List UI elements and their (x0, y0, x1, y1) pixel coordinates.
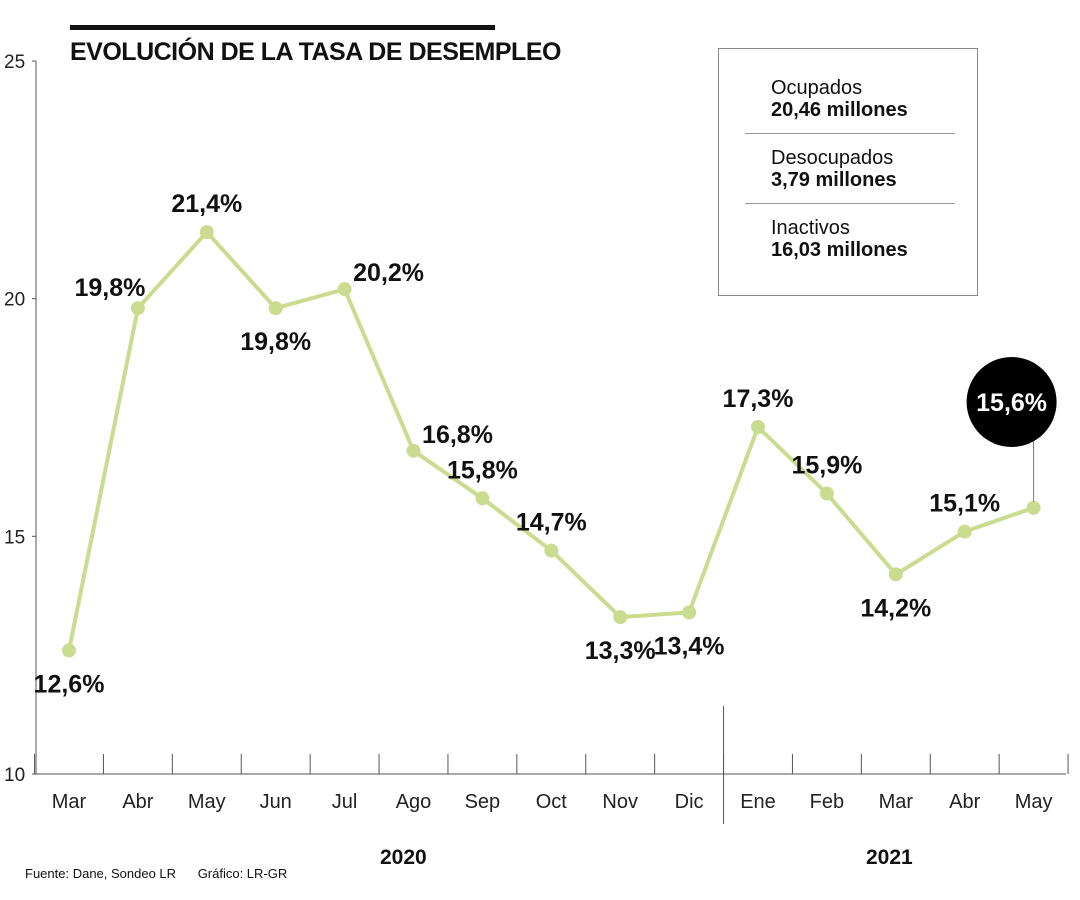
data-point (751, 420, 765, 435)
data-label: 15,8% (447, 456, 518, 484)
data-point (62, 643, 76, 658)
x-tick-label: Abr (122, 791, 153, 813)
x-tick-label: Nov (602, 791, 638, 813)
stats-value: 3,79 millones (771, 169, 897, 191)
source-note: Fuente: Dane, Sondeo LR Gráfico: LR-GR (25, 866, 287, 881)
x-tick-label: May (188, 791, 226, 813)
data-label: 16,8% (422, 421, 493, 449)
data-point (1026, 500, 1041, 515)
data-label: 13,3% (585, 637, 656, 665)
data-label: 15,9% (791, 452, 862, 480)
data-label: 17,3% (723, 385, 794, 413)
y-tick-label: 10 (4, 765, 25, 786)
data-label: 19,8% (74, 274, 145, 302)
data-point (475, 491, 490, 506)
stats-item-inactivos: Inactivos 16,03 millones (771, 217, 908, 261)
x-tick-label: Ago (396, 791, 432, 813)
x-tick-label: Jun (260, 791, 292, 813)
x-tick-label: Oct (536, 791, 568, 813)
data-point (268, 301, 283, 316)
x-tick-label: Ene (740, 791, 776, 813)
data-point (682, 605, 697, 620)
x-tick-label: Jul (332, 791, 358, 813)
data-point (199, 225, 214, 240)
y-tick-label: 15 (4, 527, 25, 548)
y-tick-label: 25 (4, 52, 25, 73)
data-point (406, 443, 421, 458)
data-point (888, 567, 903, 582)
stats-item-ocupados: Ocupados 20,46 millones (771, 77, 908, 121)
data-point (613, 610, 628, 625)
chart-title: EVOLUCIÓN DE LA TASA DE DESEMPLEO (70, 38, 561, 66)
data-point (957, 524, 972, 539)
data-label: 12,6% (34, 670, 105, 698)
x-tick-label: Abr (949, 791, 980, 813)
stats-label: Desocupados (771, 147, 894, 169)
stats-item-desocupados: Desocupados 3,79 millones (771, 147, 897, 191)
data-label: 15,6% (976, 389, 1047, 417)
data-point (819, 486, 834, 501)
stats-value: 20,46 millones (771, 99, 908, 121)
credit-text: Gráfico: LR-GR (197, 866, 288, 881)
year-label-2020: 2020 (380, 846, 427, 869)
data-label: 14,7% (516, 509, 587, 537)
x-tick-label: Sep (465, 791, 501, 813)
data-label: 21,4% (171, 190, 242, 218)
stats-divider (745, 203, 955, 204)
data-label: 15,1% (929, 490, 1000, 518)
data-point (130, 301, 145, 316)
x-tick-label: Mar (879, 791, 914, 813)
source-text: Fuente: Dane, Sondeo LR (25, 866, 177, 881)
year-label-2021: 2021 (866, 846, 913, 869)
x-tick-label: Feb (810, 791, 844, 813)
x-tick-label: Dic (675, 791, 704, 813)
stats-label: Ocupados (771, 77, 863, 99)
highlight-circle (966, 357, 1057, 447)
data-label: 20,2% (353, 259, 424, 287)
data-label: 13,4% (654, 632, 725, 660)
stats-label: Inactivos (771, 217, 850, 239)
data-label: 19,8% (240, 328, 311, 356)
data-label: 14,2% (860, 594, 931, 622)
data-point (544, 543, 559, 558)
stats-value: 16,03 millones (771, 239, 908, 261)
y-tick-label: 20 (4, 290, 25, 311)
data-point (337, 282, 352, 297)
stats-divider (745, 133, 955, 134)
x-tick-label: May (1015, 791, 1053, 813)
stats-box: Ocupados 20,46 millones Desocupados 3,79… (718, 48, 978, 296)
x-tick-label: Mar (52, 791, 87, 813)
title-bar (70, 25, 495, 30)
